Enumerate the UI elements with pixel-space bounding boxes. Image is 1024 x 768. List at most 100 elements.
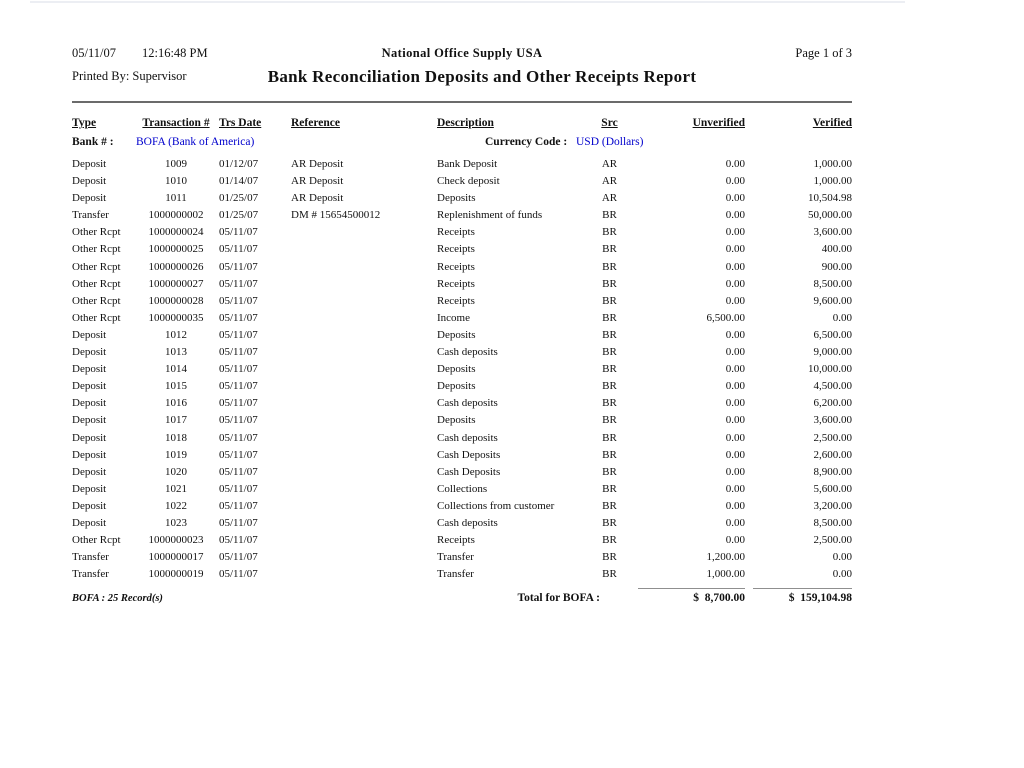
cell-type: Other Rcpt [72,243,121,256]
cell-description: Deposits [437,380,476,393]
cell-transaction-number: 1019 [165,448,187,461]
cell-src: BR [602,397,617,410]
table-row: Transfer 1000000019 05/11/07 Transfer BR… [72,568,852,585]
cell-trs-date: 05/11/07 [219,482,258,495]
cell-transaction-number: 1010 [165,175,187,188]
cell-verified: 50,000.00 [808,209,852,222]
cell-type: Deposit [72,482,107,495]
cell-description: Transfer [437,551,474,564]
cell-description: Income [437,311,470,324]
cell-description: Deposits [437,192,476,205]
cell-reference: AR Deposit [291,192,344,205]
cell-type: Deposit [72,380,107,393]
cell-trs-date: 05/11/07 [219,397,258,410]
table-row: Transfer 1000000002 01/25/07 DM # 156545… [72,209,852,226]
total-unverified: $ 8,700.00 [638,588,745,604]
table-row: Other Rcpt 1000000023 05/11/07 Receipts … [72,534,852,551]
cell-trs-date: 05/11/07 [219,328,258,341]
cell-trs-date: 05/11/07 [219,380,258,393]
cell-transaction-number: 1018 [165,431,187,444]
cell-unverified: 6,500.00 [706,311,746,324]
cell-unverified: 0.00 [725,226,745,239]
cell-type: Deposit [72,448,107,461]
table-row: Deposit 1013 05/11/07 Cash deposits BR 0… [72,346,852,363]
cell-src: BR [602,209,617,222]
cell-trs-date: 01/12/07 [219,158,259,170]
cell-verified: 1,000.00 [813,175,853,188]
cell-type: Deposit [72,465,107,478]
table-row: Other Rcpt 1000000035 05/11/07 Income BR… [72,312,852,329]
cell-description: Cash deposits [437,516,498,529]
cell-verified: 10,504.98 [808,192,852,205]
cell-transaction-number: 1000000035 [148,311,204,324]
cell-description: Collections from customer [437,499,555,512]
table-row: Other Rcpt 1000000027 05/11/07 Receipts … [72,278,852,295]
cell-unverified: 0.00 [725,448,745,461]
cell-type: Transfer [72,568,109,581]
bank-group-row: Bank # : BOFA (Bank of America) Currency… [72,136,852,155]
cell-verified: 8,900.00 [813,465,853,478]
cell-src: BR [602,346,617,359]
page-indicator: Page 1 of 3 [795,46,852,60]
cell-src: BR [602,243,617,256]
cell-verified: 0.00 [832,568,852,581]
cell-transaction-number: 1020 [165,465,187,478]
column-header-trs-date: Trs Date [219,117,262,129]
cell-src: BR [602,534,617,547]
table-row: Deposit 1019 05/11/07 Cash Deposits BR 0… [72,449,852,466]
cell-transaction-number: 1000000023 [148,534,204,547]
cell-src: BR [602,328,617,341]
table-row: Deposit 1014 05/11/07 Deposits BR 0.00 1… [72,363,852,380]
cell-verified: 8,500.00 [813,277,853,290]
cell-trs-date: 05/11/07 [219,226,258,239]
cell-verified: 10,000.00 [808,363,852,376]
cell-transaction-number: 1016 [165,397,187,410]
cell-verified: 1,000.00 [813,158,853,170]
cell-description: Receipts [437,260,475,273]
cell-type: Other Rcpt [72,534,121,547]
cell-unverified: 0.00 [725,158,745,170]
table-body: Deposit 1009 01/12/07 AR Deposit Bank De… [72,158,852,585]
cell-trs-date: 05/11/07 [219,499,258,512]
total-label: Total for BOFA : [517,592,600,605]
cell-src: BR [602,551,617,564]
cell-trs-date: 05/11/07 [219,311,258,324]
table-row: Deposit 1020 05/11/07 Cash Deposits BR 0… [72,466,852,483]
table-row: Deposit 1009 01/12/07 AR Deposit Bank De… [72,158,852,175]
cell-transaction-number: 1011 [165,192,187,205]
cell-unverified: 1,000.00 [706,568,746,581]
cell-verified: 0.00 [832,551,852,564]
cell-trs-date: 05/11/07 [219,363,258,376]
cell-description: Transfer [437,568,474,581]
record-count: BOFA : 25 Record(s) [72,593,163,605]
cell-unverified: 0.00 [725,209,745,222]
cell-transaction-number: 1023 [165,516,187,529]
table-row: Deposit 1021 05/11/07 Collections BR 0.0… [72,483,852,500]
cell-type: Other Rcpt [72,226,121,239]
cell-trs-date: 01/25/07 [219,192,259,205]
cell-src: BR [602,226,617,239]
cell-transaction-number: 1012 [165,328,187,341]
cell-type: Deposit [72,499,107,512]
cell-description: Deposits [437,414,476,427]
column-header-verified: Verified [812,117,852,129]
cell-src: BR [602,448,617,461]
cell-verified: 6,200.00 [813,397,853,410]
cell-type: Deposit [72,363,107,376]
cell-verified: 2,500.00 [813,431,853,444]
cell-unverified: 0.00 [725,465,745,478]
cell-description: Bank Deposit [437,158,498,170]
table-row: Other Rcpt 1000000026 05/11/07 Receipts … [72,261,852,278]
column-header-type: Type [72,117,97,129]
cell-description: Cash deposits [437,431,498,444]
cell-src: BR [602,260,617,273]
table-header-row: Type Transaction # Trs Date Reference De… [72,117,852,129]
cell-transaction-number: 1000000017 [148,551,204,564]
table-row: Other Rcpt 1000000025 05/11/07 Receipts … [72,243,852,260]
cell-unverified: 0.00 [725,516,745,529]
cell-type: Other Rcpt [72,311,121,324]
cell-unverified: 0.00 [725,328,745,341]
cell-trs-date: 01/25/07 [219,209,259,222]
cell-unverified: 0.00 [725,346,745,359]
